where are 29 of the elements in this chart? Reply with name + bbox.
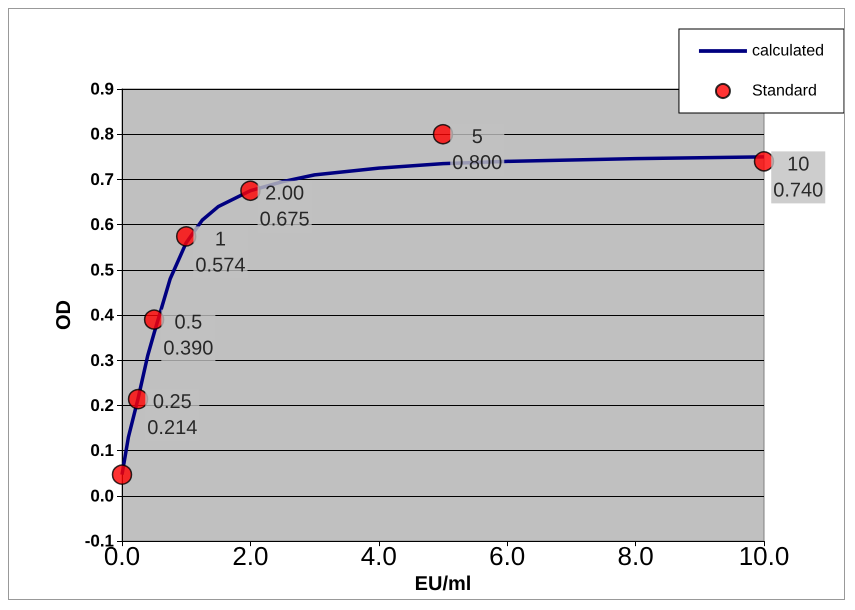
y-tick-label: 0.1 [90,441,114,460]
data-label: 1 0.574 [195,228,246,276]
y-tick-label: 0.3 [90,350,114,370]
y-tick-label: 0.0 [90,486,114,506]
point [144,309,164,330]
data-label: 0.5 0.390 [163,312,214,360]
x-axis-title: EU/ml [414,573,472,595]
data-label: 2.00 0.675 [260,182,310,231]
x-tick-label: 2.0 [232,541,268,572]
data-label: 5 0.800 [452,126,502,174]
data-label: 10 0.740 [773,153,824,202]
x-tick-label: 8.0 [618,541,654,572]
y-tick-label: 0.9 [90,80,114,98]
legend-label: calculated [752,42,824,60]
data-label: 0.25 0.214 [147,391,198,440]
legend-label: Standard [752,82,817,100]
x-tick-label: 6.0 [489,541,526,572]
x-tick-label: 4.0 [360,541,397,572]
point [128,388,148,410]
y-tick-label: 0.4 [90,306,115,325]
y-tick-label: 0.2 [90,396,114,415]
point [112,464,132,485]
y-tick-label: 0.8 [90,124,114,144]
y-tick-label: 0.7 [90,170,114,189]
x-tick-label: 10.0 [738,541,790,572]
y-tick-label: 0.5 [90,260,114,280]
y-axis-title: OD [52,300,75,330]
point [176,226,196,247]
y-tick-label: 0.6 [90,215,114,234]
